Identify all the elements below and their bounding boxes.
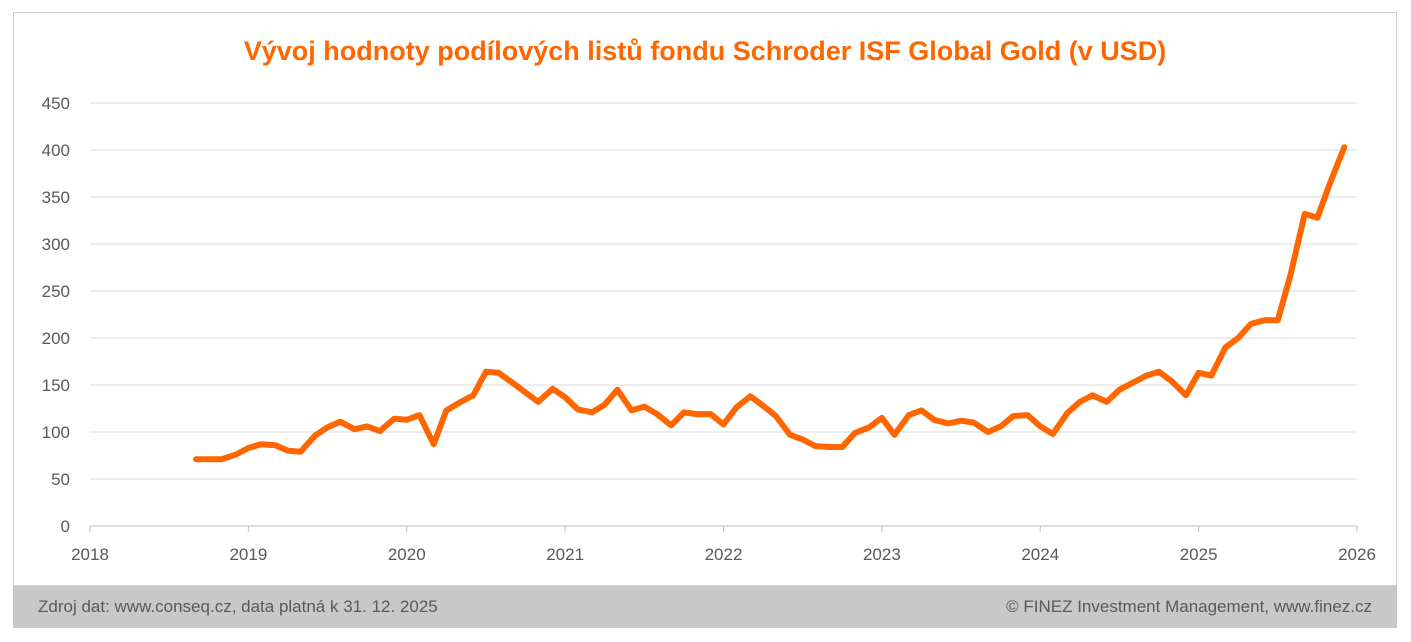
footer-copyright: © FINEZ Investment Management, www.finez… [1006,597,1372,616]
x-tick-label-2019: 2019 [229,545,267,564]
y-tick-label-50: 50 [51,470,70,489]
y-tick-label-200: 200 [42,329,70,348]
y-tick-label-300: 300 [42,235,70,254]
chart-frame [13,12,1397,586]
y-tick-label-400: 400 [42,141,70,160]
series-line-0 [193,144,1348,463]
x-tick-label-2023: 2023 [863,545,901,564]
footer-source: Zdroj dat: www.conseq.cz, data platná k … [38,597,438,616]
x-tick-label-2018: 2018 [71,545,109,564]
x-tick-label-2025: 2025 [1180,545,1218,564]
y-tick-label-0: 0 [61,517,70,536]
x-tick-label-2026: 2026 [1338,545,1376,564]
y-tick-label-350: 350 [42,188,70,207]
y-tick-label-250: 250 [42,282,70,301]
chart-title: Vývoj hodnoty podílových listů fondu Sch… [243,36,1167,66]
x-tick-label-2021: 2021 [546,545,584,564]
x-tick-label-2024: 2024 [1021,545,1059,564]
y-tick-label-100: 100 [42,423,70,442]
footer-bar: Zdroj dat: www.conseq.cz, data platná k … [13,586,1397,628]
x-tick-label-2022: 2022 [705,545,743,564]
x-tick-label-2020: 2020 [388,545,426,564]
y-tick-label-450: 450 [42,94,70,113]
y-tick-label-150: 150 [42,376,70,395]
